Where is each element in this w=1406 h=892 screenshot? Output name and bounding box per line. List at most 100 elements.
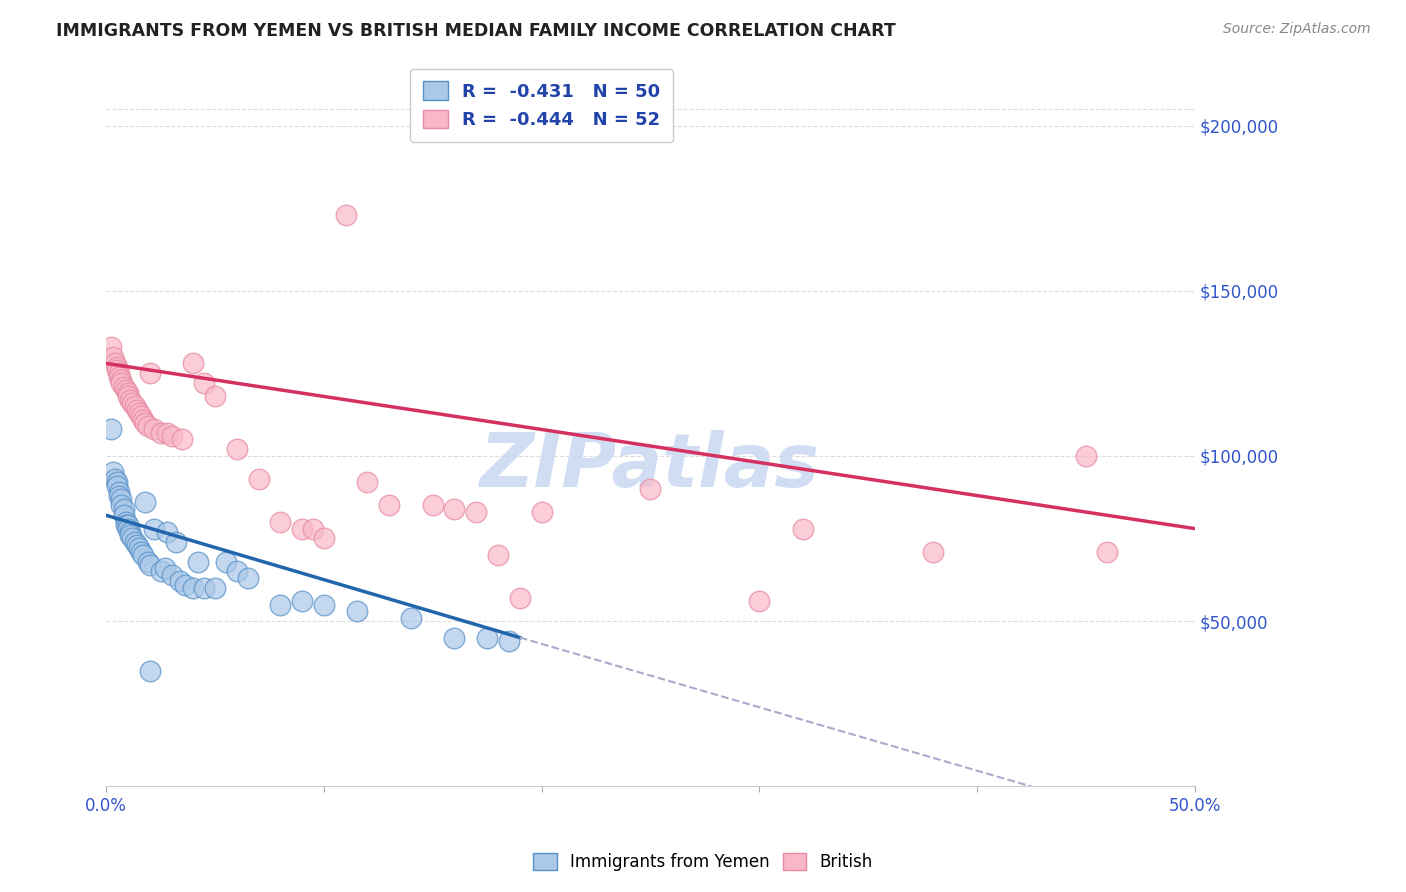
Point	[125, 538, 148, 552]
Point	[486, 548, 509, 562]
Point	[143, 522, 166, 536]
Point	[104, 356, 127, 370]
Point	[134, 495, 156, 509]
Point	[108, 369, 131, 384]
Text: Source: ZipAtlas.com: Source: ZipAtlas.com	[1223, 22, 1371, 37]
Point	[530, 505, 553, 519]
Point	[165, 534, 187, 549]
Point	[110, 491, 132, 506]
Point	[509, 591, 531, 605]
Point	[169, 574, 191, 589]
Point	[128, 541, 150, 556]
Point	[117, 386, 139, 401]
Text: ZIPatlas: ZIPatlas	[481, 430, 820, 503]
Point	[110, 376, 132, 391]
Point	[269, 598, 291, 612]
Point	[104, 472, 127, 486]
Point	[124, 534, 146, 549]
Point	[108, 485, 131, 500]
Point	[129, 409, 152, 424]
Point	[139, 664, 162, 678]
Point	[215, 555, 238, 569]
Point	[181, 581, 204, 595]
Point	[922, 544, 945, 558]
Point	[108, 489, 131, 503]
Point	[100, 422, 122, 436]
Point	[132, 548, 155, 562]
Point	[160, 429, 183, 443]
Point	[443, 631, 465, 645]
Text: IMMIGRANTS FROM YEMEN VS BRITISH MEDIAN FAMILY INCOME CORRELATION CHART: IMMIGRANTS FROM YEMEN VS BRITISH MEDIAN …	[56, 22, 896, 40]
Point	[110, 373, 132, 387]
Point	[153, 561, 176, 575]
Point	[312, 598, 335, 612]
Point	[173, 577, 195, 591]
Point	[443, 501, 465, 516]
Point	[114, 518, 136, 533]
Point	[121, 532, 143, 546]
Point	[117, 522, 139, 536]
Point	[114, 383, 136, 397]
Point	[149, 425, 172, 440]
Point	[422, 499, 444, 513]
Point	[114, 515, 136, 529]
Point	[125, 402, 148, 417]
Point	[112, 508, 135, 523]
Point	[181, 356, 204, 370]
Point	[748, 594, 770, 608]
Point	[160, 567, 183, 582]
Point	[236, 571, 259, 585]
Point	[193, 376, 215, 391]
Legend: Immigrants from Yemen, British: Immigrants from Yemen, British	[524, 845, 882, 880]
Point	[269, 515, 291, 529]
Point	[475, 631, 498, 645]
Point	[112, 501, 135, 516]
Point	[124, 400, 146, 414]
Point	[134, 416, 156, 430]
Point	[139, 367, 162, 381]
Point	[136, 555, 159, 569]
Point	[346, 604, 368, 618]
Point	[356, 475, 378, 490]
Point	[120, 392, 142, 407]
Point	[225, 442, 247, 457]
Point	[105, 478, 128, 492]
Point	[187, 555, 209, 569]
Point	[143, 422, 166, 436]
Point	[101, 350, 124, 364]
Point	[1074, 449, 1097, 463]
Point	[132, 412, 155, 426]
Point	[792, 522, 814, 536]
Point	[121, 396, 143, 410]
Legend: R =  -0.431   N = 50, R =  -0.444   N = 52: R = -0.431 N = 50, R = -0.444 N = 52	[411, 69, 673, 142]
Point	[101, 466, 124, 480]
Point	[204, 389, 226, 403]
Point	[156, 524, 179, 539]
Point	[128, 406, 150, 420]
Point	[302, 522, 325, 536]
Point	[129, 544, 152, 558]
Point	[117, 389, 139, 403]
Point	[465, 505, 488, 519]
Point	[193, 581, 215, 595]
Point	[100, 340, 122, 354]
Point	[498, 633, 520, 648]
Point	[149, 565, 172, 579]
Point	[105, 475, 128, 490]
Point	[156, 425, 179, 440]
Point	[335, 208, 357, 222]
Point	[120, 528, 142, 542]
Point	[139, 558, 162, 572]
Point	[172, 433, 194, 447]
Point	[105, 363, 128, 377]
Point	[136, 419, 159, 434]
Point	[204, 581, 226, 595]
Point	[112, 379, 135, 393]
Point	[1097, 544, 1119, 558]
Point	[247, 472, 270, 486]
Point	[110, 499, 132, 513]
Point	[117, 518, 139, 533]
Point	[312, 532, 335, 546]
Point	[640, 482, 662, 496]
Point	[120, 524, 142, 539]
